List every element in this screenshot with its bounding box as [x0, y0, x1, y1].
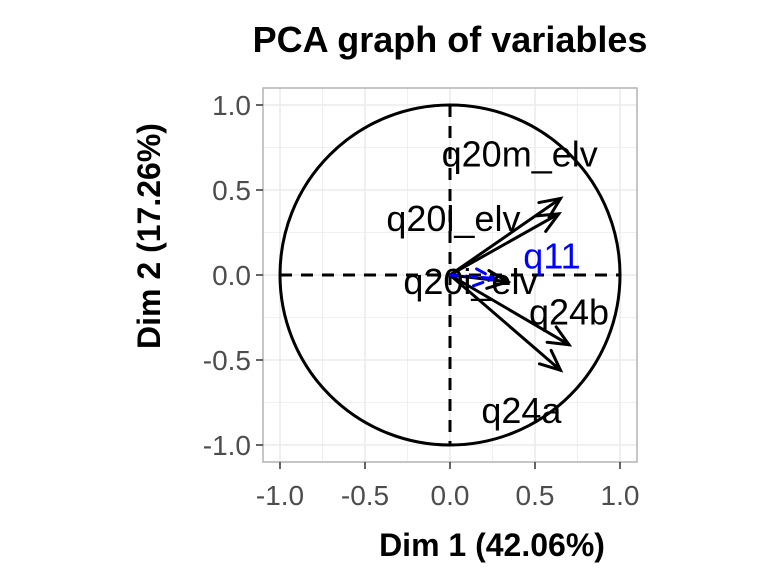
- y-axis-title: Dim 2 (17.26%): [131, 123, 167, 349]
- y-tick-label: -0.5: [203, 345, 251, 376]
- label-q20m-elv: q20m_elv: [442, 133, 598, 174]
- label-q20l-elv: q20l_elv: [386, 198, 520, 239]
- arrow-q20m-elv: [448, 196, 564, 277]
- y-tick-label: -1.0: [203, 430, 251, 461]
- x-tick-label: -1.0: [256, 480, 304, 511]
- y-tick-label: 0.0: [212, 260, 251, 291]
- variable-arrows: [448, 196, 573, 373]
- x-axis-title: Dim 1 (42.06%): [379, 527, 605, 563]
- label-q11: q11: [523, 235, 580, 276]
- x-tick-label: 1.0: [601, 480, 640, 511]
- arrow-q11: [448, 266, 498, 288]
- arrow-q20l-elv: [448, 211, 563, 277]
- y-axis-ticks: -1.0 -0.5 0.0 0.5 1.0: [203, 90, 263, 461]
- x-axis-ticks: -1.0 -0.5 0.0 0.5 1.0: [256, 462, 640, 511]
- y-tick-label: 0.5: [212, 175, 251, 206]
- y-tick-label: 1.0: [212, 90, 251, 121]
- label-q24a: q24a: [481, 390, 562, 431]
- chart-title: PCA graph of variables: [253, 19, 648, 60]
- x-tick-label: -0.5: [341, 480, 389, 511]
- x-tick-label: 0.5: [516, 480, 555, 511]
- arrow-q24b: [448, 273, 573, 347]
- x-tick-label: 0.0: [431, 480, 470, 511]
- arrow-q24a: [448, 273, 564, 373]
- label-q24b: q24b: [529, 291, 609, 332]
- label-q20i-elv: q20i_elv: [403, 261, 537, 302]
